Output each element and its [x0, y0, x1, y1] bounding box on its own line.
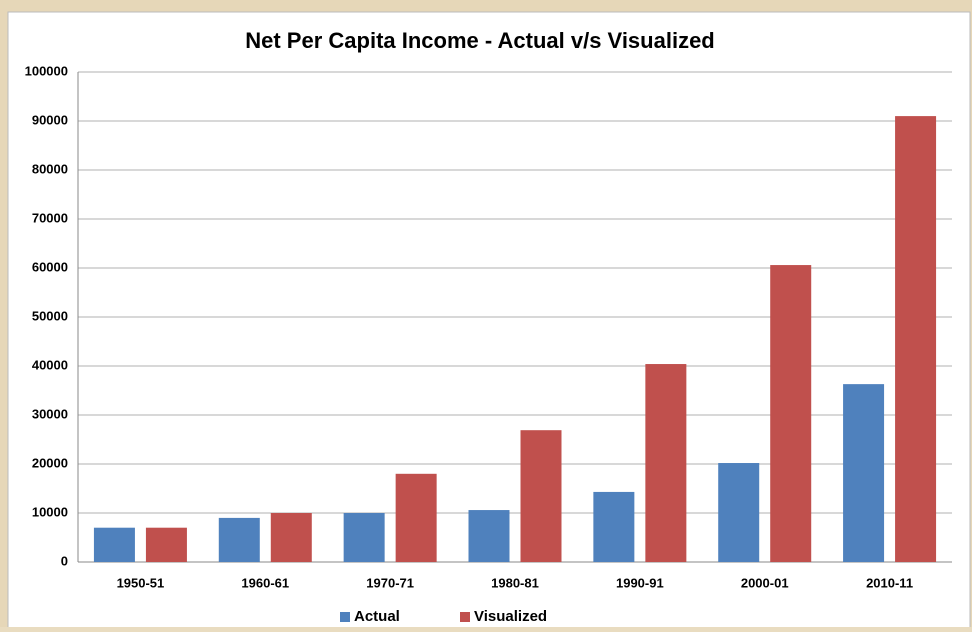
x-tick-label: 2000-01: [741, 575, 789, 590]
bar: [895, 116, 937, 562]
y-tick-label: 40000: [32, 357, 68, 372]
bar: [145, 527, 187, 562]
bar: [270, 513, 312, 562]
legend-label: Visualized: [474, 608, 547, 625]
bar: [593, 491, 635, 562]
bar: [843, 384, 885, 562]
bar: [395, 473, 437, 562]
y-tick-label: 70000: [32, 210, 68, 225]
bar: [93, 527, 135, 562]
chart-title: Net Per Capita Income - Actual v/s Visua…: [245, 28, 715, 53]
y-tick-label: 20000: [32, 455, 68, 470]
bar: [520, 430, 562, 562]
y-tick-label: 50000: [32, 308, 68, 323]
bar: [645, 364, 687, 562]
y-tick-label: 0: [61, 553, 68, 568]
x-tick-label: 2010-11: [866, 575, 913, 590]
legend-label: Actual: [354, 608, 400, 625]
x-tick-label: 1950-51: [117, 575, 165, 590]
x-tick-label: 1990-91: [616, 575, 664, 590]
y-tick-label: 90000: [32, 112, 68, 127]
y-tick-label: 60000: [32, 259, 68, 274]
bar: [718, 463, 760, 562]
legend-swatch: [460, 612, 470, 622]
y-tick-label: 100000: [25, 63, 68, 78]
y-tick-label: 80000: [32, 161, 68, 176]
x-tick-label: 1970-71: [366, 575, 414, 590]
bar: [343, 513, 385, 562]
legend-swatch: [340, 612, 350, 622]
x-tick-label: 1960-61: [241, 575, 289, 590]
x-tick-label: 1980-81: [491, 575, 539, 590]
bar: [218, 517, 260, 562]
y-tick-label: 30000: [32, 406, 68, 421]
bar: [770, 265, 812, 562]
bar: [468, 510, 510, 562]
y-tick-label: 10000: [32, 504, 68, 519]
